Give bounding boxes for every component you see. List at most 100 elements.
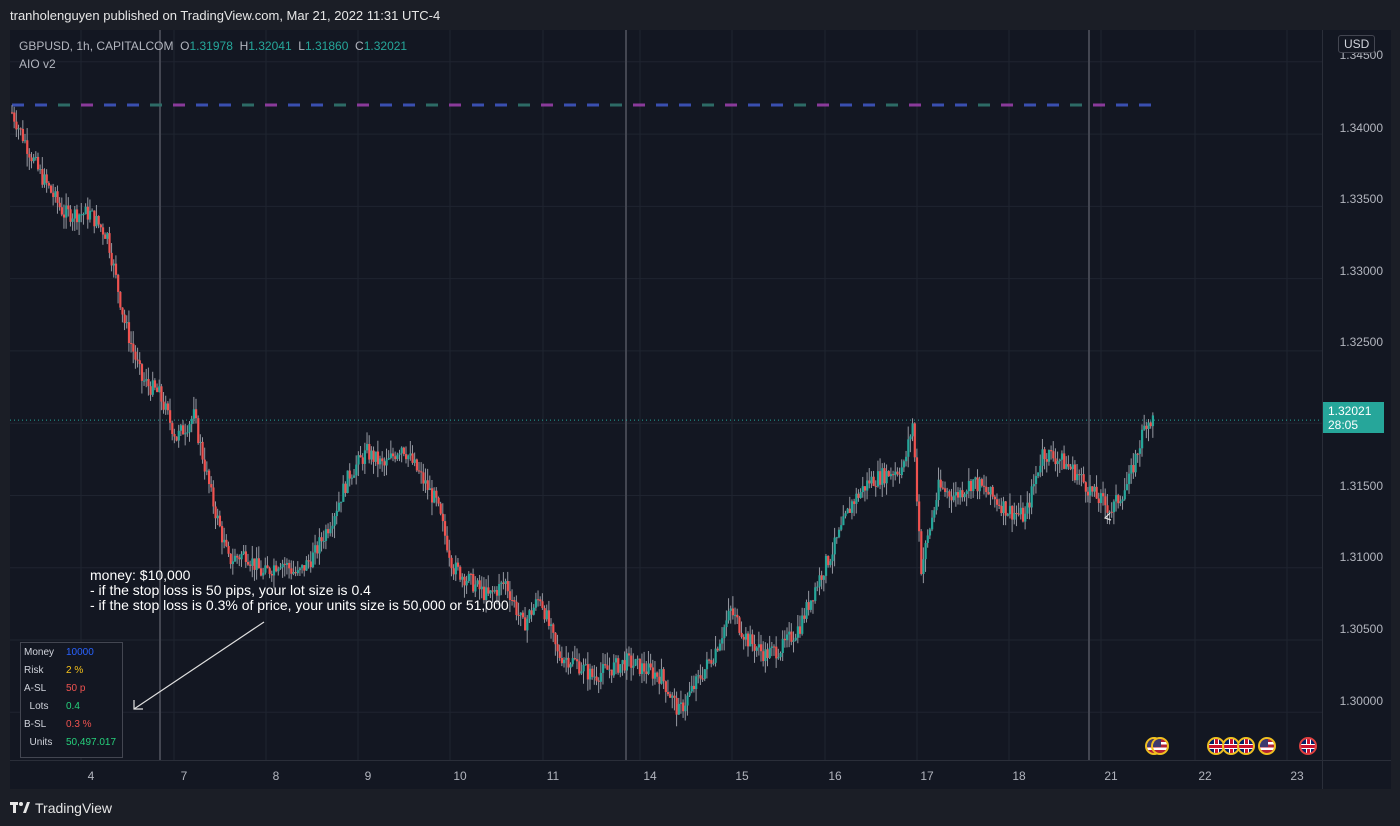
candle-body — [69, 209, 72, 222]
currency-button[interactable]: USD — [1338, 35, 1376, 53]
candle-body — [974, 477, 977, 480]
candle-body — [913, 423, 916, 458]
candle-body — [292, 572, 295, 574]
candle-body — [608, 669, 611, 671]
candle-body — [257, 558, 260, 569]
candle-body — [80, 214, 83, 216]
candle-body — [465, 581, 468, 586]
uk-flag-icon[interactable] — [1299, 737, 1317, 755]
candle-body — [601, 664, 605, 673]
candle-body — [773, 646, 776, 648]
candle-body — [346, 470, 349, 493]
candle-body — [987, 492, 990, 495]
candle-body — [883, 468, 886, 484]
candle-body — [467, 573, 470, 582]
candle-body — [424, 480, 427, 484]
candle-body — [32, 157, 35, 162]
candle-body — [976, 477, 979, 492]
text-annotation[interactable]: money: $10,000- if the stop loss is 50 p… — [90, 568, 509, 613]
candle-body — [995, 499, 999, 505]
chart-area[interactable] — [10, 30, 1322, 760]
candle-body — [1073, 464, 1077, 481]
candle-body — [1021, 507, 1025, 522]
time-tick: 14 — [643, 769, 657, 783]
candle-body — [636, 658, 639, 660]
candle-body — [959, 490, 962, 498]
candle-body — [1104, 496, 1107, 506]
indicator-name[interactable]: AIO v2 — [19, 57, 56, 71]
candle-body — [452, 568, 455, 575]
candle-body — [249, 564, 252, 566]
candle-body — [277, 568, 280, 572]
candle-body — [991, 486, 994, 497]
time-axis[interactable]: 4 7 8 9 10 11 14 15 16 17 18 21 22 23 — [10, 760, 1322, 789]
candle-body — [586, 664, 590, 680]
candle-body — [203, 459, 206, 472]
candle-body — [1011, 506, 1014, 520]
candle-body — [649, 663, 652, 668]
time-tick: 21 — [1104, 769, 1118, 783]
candle-body — [818, 575, 821, 587]
candle-body — [82, 214, 85, 216]
candle-body — [972, 479, 975, 492]
candle-body — [1091, 486, 1094, 492]
candle-body — [718, 643, 722, 651]
candle-body — [868, 480, 871, 484]
candle-body — [796, 626, 800, 638]
candle-body — [387, 457, 390, 460]
candle-body — [114, 263, 118, 275]
candle-body — [359, 455, 362, 458]
candle-body — [905, 456, 908, 462]
candle-body — [1080, 474, 1083, 476]
candle-body — [770, 646, 774, 648]
annotation-line: - if the stop loss is 50 pips, your lot … — [90, 582, 371, 598]
candle-body — [428, 488, 432, 491]
candle-body — [731, 608, 735, 616]
candle-body — [939, 479, 942, 488]
candle-body — [443, 521, 447, 536]
high-value: 1.32041 — [248, 39, 292, 53]
candle-body — [348, 470, 351, 479]
candle-body — [857, 493, 860, 498]
table-row: Risk 2 % — [24, 665, 84, 676]
candle-body — [1076, 474, 1079, 481]
candle-body — [91, 210, 94, 212]
candlestick-chart[interactable] — [10, 30, 1322, 760]
candle-body — [86, 206, 89, 220]
candle-body — [415, 459, 419, 471]
candle-body — [1067, 464, 1070, 467]
candle-body — [307, 560, 310, 562]
candle-body — [188, 424, 191, 433]
candle-body — [682, 702, 685, 712]
candle-body — [593, 676, 596, 678]
candle-body — [1004, 501, 1007, 516]
candle-body — [374, 451, 377, 462]
candle-body — [400, 447, 403, 454]
candle-body — [926, 535, 929, 543]
candle-body — [705, 659, 709, 670]
candle-body — [190, 418, 193, 425]
candle-body — [266, 565, 269, 569]
tradingview-logo[interactable]: TradingView — [10, 800, 112, 816]
candle-body — [550, 624, 553, 626]
asl-value: 50 p — [66, 683, 86, 694]
candle-body — [760, 644, 763, 652]
candle-body — [781, 638, 784, 654]
candle-body — [950, 496, 953, 501]
uk-flag-icon[interactable] — [1237, 737, 1255, 755]
candle-body — [909, 436, 912, 440]
candle-body — [368, 443, 371, 460]
candle-body — [928, 529, 932, 536]
candle-body — [392, 453, 395, 457]
candle-body — [790, 631, 793, 642]
us-flag-icon[interactable] — [1151, 737, 1169, 755]
candle-body — [1110, 511, 1113, 513]
candle-body — [140, 364, 144, 381]
candle-body — [1013, 512, 1016, 520]
uk-flag-icon[interactable] — [1222, 737, 1240, 755]
price-axis[interactable]: 1.34500 1.34000 1.33500 1.33000 1.32500 … — [1322, 30, 1391, 760]
time-tick: 15 — [735, 769, 749, 783]
candle-body — [599, 672, 603, 682]
us-flag-icon[interactable] — [1258, 737, 1276, 755]
symbol-label[interactable]: GBPUSD, 1h, CAPITALCOM — [19, 39, 174, 53]
